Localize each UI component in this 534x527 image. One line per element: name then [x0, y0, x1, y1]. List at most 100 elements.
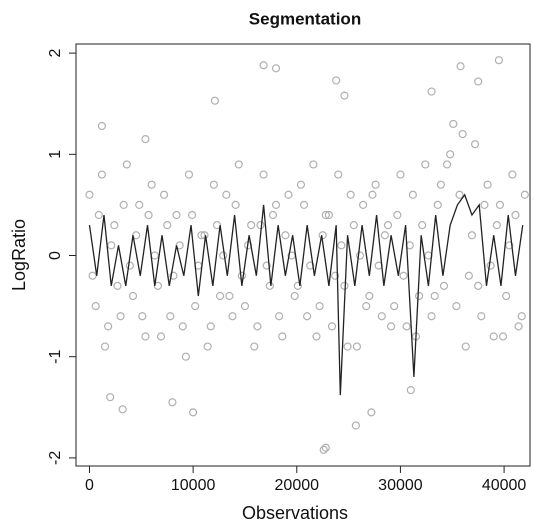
data-point: [383, 221, 393, 230]
data-point: [318, 231, 327, 240]
data-point: [494, 56, 504, 65]
data-point: [189, 408, 198, 417]
data-point: [464, 271, 473, 280]
data-point: [206, 322, 215, 331]
data-point: [116, 312, 125, 321]
data-point: [319, 445, 328, 454]
data-point: [166, 312, 175, 321]
data-point: [247, 221, 256, 230]
data-point: [215, 291, 225, 301]
data-point: [306, 261, 315, 270]
data-point: [340, 91, 349, 100]
data-point: [303, 312, 312, 321]
data-point: [169, 271, 178, 280]
data-point: [495, 200, 505, 210]
y-tick-label: 1: [47, 150, 64, 159]
data-point: [321, 443, 330, 452]
data-point: [486, 261, 495, 270]
data-point: [514, 322, 523, 331]
data-point: [390, 302, 399, 311]
y-tick-label: 2: [47, 49, 64, 58]
data-point: [110, 221, 119, 230]
data-point: [324, 210, 334, 220]
data-point: [492, 221, 501, 230]
plot-frame: [75, 43, 531, 467]
data-point: [312, 332, 321, 341]
data-point: [467, 231, 477, 240]
data-point: [118, 405, 127, 414]
data-point: [362, 302, 371, 311]
data-point: [331, 271, 340, 280]
data-point: [119, 200, 128, 210]
data-point: [520, 190, 529, 199]
data-point: [160, 190, 169, 199]
data-point: [365, 291, 374, 301]
y-tick-label: -2: [47, 451, 64, 465]
data-point: [380, 231, 389, 240]
data-point: [253, 322, 262, 331]
data-point: [427, 312, 436, 321]
data-point: [439, 281, 449, 290]
x-tick-label: 20000: [275, 477, 320, 494]
data-point: [141, 135, 150, 144]
data-point: [135, 200, 144, 210]
data-point: [315, 302, 324, 311]
data-point: [351, 421, 360, 430]
data-point: [240, 302, 250, 311]
x-tick-label: 40000: [482, 477, 527, 494]
data-point: [290, 291, 299, 301]
data-point: [172, 210, 181, 220]
data-point: [355, 251, 365, 260]
data-point: [427, 87, 436, 96]
data-point: [256, 221, 265, 230]
data-point: [191, 302, 200, 311]
data-point: [508, 170, 517, 179]
data-point: [321, 210, 330, 220]
data-point: [452, 302, 461, 311]
data-point: [168, 398, 177, 407]
data-point: [122, 160, 131, 169]
data-point: [346, 190, 355, 199]
data-point: [262, 261, 271, 270]
data-point: [458, 129, 467, 139]
data-point: [97, 121, 107, 131]
data-point: [104, 322, 113, 331]
y-axis-label: LogRatio: [9, 219, 29, 291]
data-point: [293, 281, 302, 290]
data-point: [237, 271, 246, 280]
data-point: [125, 261, 134, 270]
data-point: [498, 332, 508, 341]
data-point: [309, 160, 318, 169]
chart-title: Segmentation: [249, 9, 361, 28]
data-point: [396, 170, 405, 179]
data-point: [203, 342, 212, 351]
data-point: [209, 180, 218, 189]
data-point: [456, 62, 465, 71]
data-point: [97, 170, 107, 179]
data-point: [259, 170, 268, 179]
data-point: [470, 140, 480, 149]
x-tick-label: 0: [85, 477, 94, 494]
data-point: [275, 312, 284, 321]
segment-line: [88, 193, 524, 396]
data-point: [178, 322, 187, 331]
data-point: [85, 190, 94, 199]
x-axis-label: Observations: [242, 503, 348, 523]
data-point: [144, 210, 153, 220]
data-point: [408, 190, 417, 199]
data-point: [414, 291, 424, 301]
data-point: [387, 322, 396, 331]
data-point: [228, 312, 237, 321]
x-tick-label: 10000: [171, 477, 216, 494]
data-point: [343, 342, 352, 351]
data-point: [349, 221, 358, 230]
data-point: [163, 221, 172, 230]
data-point: [436, 180, 445, 189]
data-point: [502, 291, 511, 301]
data-point: [517, 312, 526, 321]
data-point: [477, 312, 486, 321]
data-point: [367, 408, 376, 417]
data-point: [138, 312, 147, 321]
